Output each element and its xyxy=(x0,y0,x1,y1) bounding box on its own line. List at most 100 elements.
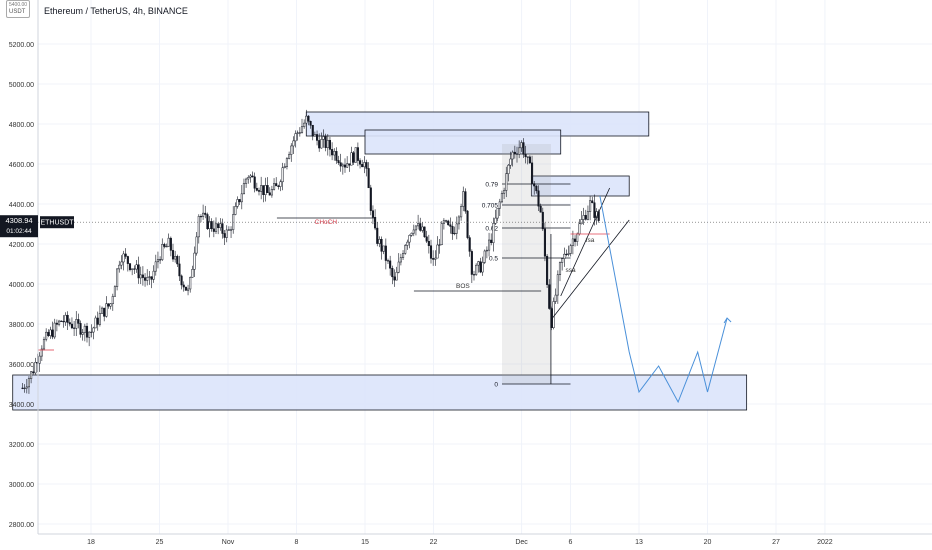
candle-body xyxy=(496,207,499,219)
fib-retracement[interactable]: 0.79 0.705 0.62 0.5 0 xyxy=(482,144,571,389)
candle-body xyxy=(268,192,271,196)
candle-body xyxy=(247,177,250,180)
candle-body xyxy=(66,314,69,323)
candle-body xyxy=(234,206,237,215)
zone-box xyxy=(364,129,562,155)
fib-level-label: 0.62 xyxy=(485,226,498,233)
candle-body xyxy=(438,244,441,246)
annotation-label: BOS xyxy=(456,283,470,290)
candle-body xyxy=(513,151,516,155)
candle-body xyxy=(361,164,364,168)
candle-body xyxy=(333,151,336,156)
y-tick-label: 3800.00 xyxy=(9,322,34,329)
candle-body xyxy=(25,386,28,389)
x-tick-label: 25 xyxy=(156,539,164,546)
candle-body xyxy=(531,162,534,184)
candle-body xyxy=(161,244,164,260)
candle-body xyxy=(49,329,52,336)
candle-body xyxy=(462,191,465,207)
y-tick-label: 5000.00 xyxy=(9,82,34,89)
y-tick-label: 3400.00 xyxy=(9,402,34,409)
candle-body xyxy=(552,301,555,328)
candle-body xyxy=(324,136,327,148)
candle-body xyxy=(481,262,484,273)
candle-body xyxy=(472,274,476,276)
candle-body xyxy=(408,235,411,243)
candle-body xyxy=(380,239,383,252)
currency-badge[interactable]: 5400.00 USDT xyxy=(6,0,31,18)
candle-body xyxy=(500,192,503,203)
candle-body xyxy=(189,277,192,290)
candle-body xyxy=(300,126,304,133)
candle-body xyxy=(197,216,200,238)
annotation-label: ssa xyxy=(565,267,576,274)
candle-body xyxy=(490,239,493,243)
candle-body xyxy=(569,245,572,254)
candle-body xyxy=(483,250,486,263)
candle-body xyxy=(447,220,450,226)
candle-body xyxy=(524,154,527,158)
candle-body xyxy=(273,183,276,190)
x-tick-label: Dec xyxy=(515,539,528,546)
candle-body xyxy=(146,277,149,281)
candle-body xyxy=(503,190,506,194)
candle-body xyxy=(376,227,379,244)
candle-body xyxy=(152,270,155,280)
candle-body xyxy=(507,164,510,174)
candle-body xyxy=(242,183,245,195)
candle-body xyxy=(70,323,74,329)
candle-body xyxy=(350,152,353,166)
y-tick-label: 4200.00 xyxy=(9,242,34,249)
candle-body xyxy=(593,202,596,218)
candle-body xyxy=(32,371,35,374)
candle-body xyxy=(580,219,583,224)
demand-supply-zones[interactable] xyxy=(12,111,748,411)
candle-body xyxy=(79,323,82,335)
candle-body xyxy=(92,327,95,333)
candle-body xyxy=(266,185,269,193)
candle-body xyxy=(429,245,433,259)
candle-body xyxy=(253,176,256,189)
candle-body xyxy=(113,286,117,297)
candle-body xyxy=(202,212,205,217)
candle-body xyxy=(589,200,592,212)
candle-body xyxy=(77,319,80,324)
candle-body xyxy=(219,223,222,229)
candle-body xyxy=(395,271,398,281)
candle-body xyxy=(386,260,390,262)
candle-body xyxy=(270,189,273,196)
candle-body xyxy=(285,158,288,167)
candle-body xyxy=(171,250,175,260)
currency-badge-top: 5400.00 xyxy=(9,2,28,8)
candle-body xyxy=(468,237,471,252)
y-tick-label: 4400.00 xyxy=(9,202,34,209)
candle-body xyxy=(402,253,405,258)
candle-body xyxy=(73,327,76,329)
candle-body xyxy=(208,221,211,229)
candle-body xyxy=(511,151,514,160)
candle-body xyxy=(412,229,415,234)
annotation-labels: CHoCH BOS ssa fsa xyxy=(315,219,595,290)
candle-body xyxy=(64,314,67,323)
projection-path[interactable] xyxy=(599,195,732,404)
candle-body xyxy=(150,276,153,280)
candle-body xyxy=(586,211,590,220)
candle-body xyxy=(257,190,261,192)
candle-body xyxy=(165,246,168,248)
candle-body xyxy=(492,223,495,243)
candle-body xyxy=(309,120,312,126)
candle-body xyxy=(225,229,228,238)
candle-body xyxy=(193,252,196,270)
candle-body xyxy=(578,223,581,235)
candle-body xyxy=(451,226,454,235)
candle-body xyxy=(156,259,159,263)
candle-body xyxy=(397,261,400,273)
annotation-label: CHoCH xyxy=(315,219,338,226)
x-tick-label: 15 xyxy=(361,539,369,546)
candle-body xyxy=(210,221,213,230)
candle-body xyxy=(320,139,323,149)
candle-body xyxy=(51,329,54,338)
candle-body xyxy=(230,229,233,231)
